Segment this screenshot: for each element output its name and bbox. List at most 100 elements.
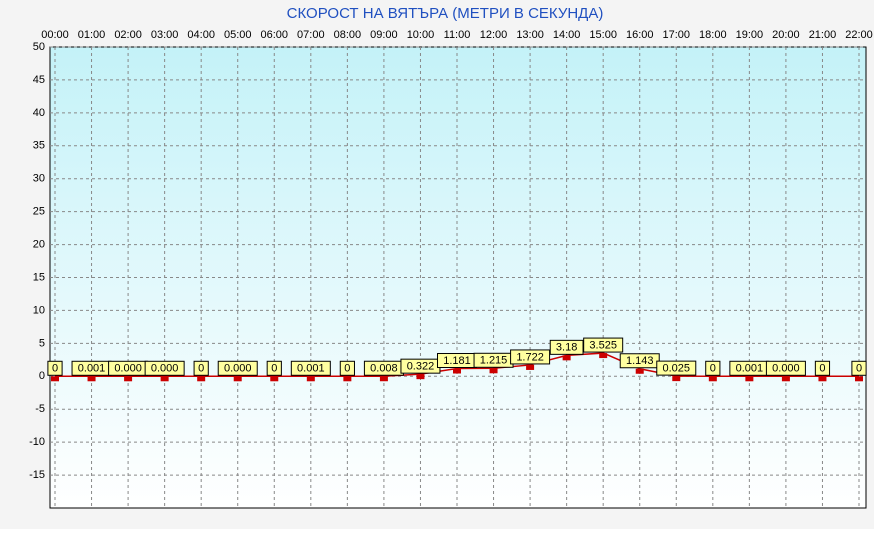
marker [818,376,827,382]
value-label-text: 3.18 [556,342,577,354]
value-label: 0.008 [363,360,404,376]
y-tick-label: 20 [33,238,45,250]
marker [781,376,790,382]
value-label: 0 [814,360,831,376]
y-tick-label: -5 [35,403,45,415]
value-label-text: 0 [52,363,58,375]
x-tick-label: 16:00 [626,29,654,41]
y-tick-label: 5 [39,337,45,349]
value-label: 0 [193,360,209,376]
x-tick-label: 07:00 [297,29,325,41]
x-tick-label: 12:00 [480,29,508,41]
x-tick-label: 13:00 [516,29,544,41]
x-tick-label: 19:00 [736,29,764,41]
value-label-text: 0.008 [370,363,398,375]
y-tick-label: 40 [33,107,45,119]
marker [160,376,169,382]
x-tick-label: 04:00 [187,29,215,41]
value-label-text: 1.722 [516,351,544,363]
value-label: 0.000 [108,360,149,376]
value-label: 0.322 [400,358,441,374]
value-label-text: 0 [819,363,825,375]
marker [306,376,315,382]
value-label-text: 1.181 [443,355,471,367]
marker [708,376,717,382]
value-label-box [193,360,209,376]
x-tick-label: 09:00 [370,29,398,41]
x-tick-label: 15:00 [589,29,617,41]
value-label-text: 0.000 [114,363,142,375]
marker [124,376,133,382]
x-tick-label: 03:00 [151,29,179,41]
value-label-box [583,337,624,353]
chart-title: СКОРОСТ НА ВЯТЪРА (МЕТРИ В СЕКУНДА) [287,5,604,22]
x-tick-label: 06:00 [261,29,289,41]
marker [343,376,352,382]
value-label-text: 0.001 [78,363,106,375]
x-tick-label: 17:00 [663,29,691,41]
y-tick-label: 15 [33,271,45,283]
value-label: 1.181 [437,353,477,369]
value-label-box [339,360,355,376]
value-label: 0.001 [290,360,331,376]
value-label-box [217,360,258,376]
value-label: 0.000 [765,360,806,376]
value-label: 1.215 [473,352,514,368]
marker [672,376,681,382]
marker [855,376,863,382]
value-label: 0.001 [729,360,770,376]
value-label-box [656,360,697,376]
marker [379,376,388,382]
value-label-text: 0.000 [151,363,179,375]
value-label-box [144,360,185,376]
y-tick-label: -10 [29,436,45,448]
marker [51,376,59,382]
x-tick-label: 10:00 [407,29,435,41]
value-label: 1.722 [510,349,551,365]
y-tick-label: 25 [33,206,45,218]
value-label-text: 1.215 [480,355,508,367]
x-tick-label: 02:00 [114,29,142,41]
y-tick-label: 30 [33,173,45,185]
value-label-text: 0 [344,363,350,375]
value-label-text: 0.001 [736,363,764,375]
x-tick-label: 01:00 [78,29,106,41]
marker [453,368,461,374]
value-label: 1.143 [619,353,660,369]
value-label-box [47,360,63,376]
marker [197,376,206,382]
value-label-box [814,360,831,376]
y-tick-label: 35 [33,140,45,152]
value-label: 0.025 [656,360,697,376]
y-tick-label: 10 [33,304,45,316]
value-label-text: 0 [271,363,277,375]
y-tick-label: 0 [39,370,45,382]
value-label-text: 0.001 [297,363,325,375]
x-tick-label: 22:00 [845,29,873,41]
value-label-text: 0 [710,363,716,375]
marker [635,368,644,374]
x-tick-label: 21:00 [809,29,837,41]
value-label-text: 0.025 [663,363,691,375]
value-label-box [765,360,806,376]
x-tick-label: 11:00 [444,29,471,41]
y-tick-label: -15 [29,469,45,481]
x-tick-label: 00:00 [41,29,69,41]
marker [745,376,754,382]
y-tick-label: 45 [33,74,45,86]
x-tick-label: 05:00 [224,29,252,41]
value-label: 0 [851,360,867,376]
value-label: 0 [47,360,63,376]
y-tick-label: 50 [33,41,45,53]
marker [416,374,425,380]
value-label: 0.000 [217,360,258,376]
x-tick-label: 08:00 [334,29,362,41]
value-label-box [705,360,721,376]
value-label: 0.000 [144,360,185,376]
x-tick-label: 18:00 [699,29,727,41]
value-label-text: 1.143 [626,355,654,367]
value-label-box [266,360,282,376]
value-label-text: 0.000 [224,363,252,375]
value-label-text: 0 [856,363,862,375]
